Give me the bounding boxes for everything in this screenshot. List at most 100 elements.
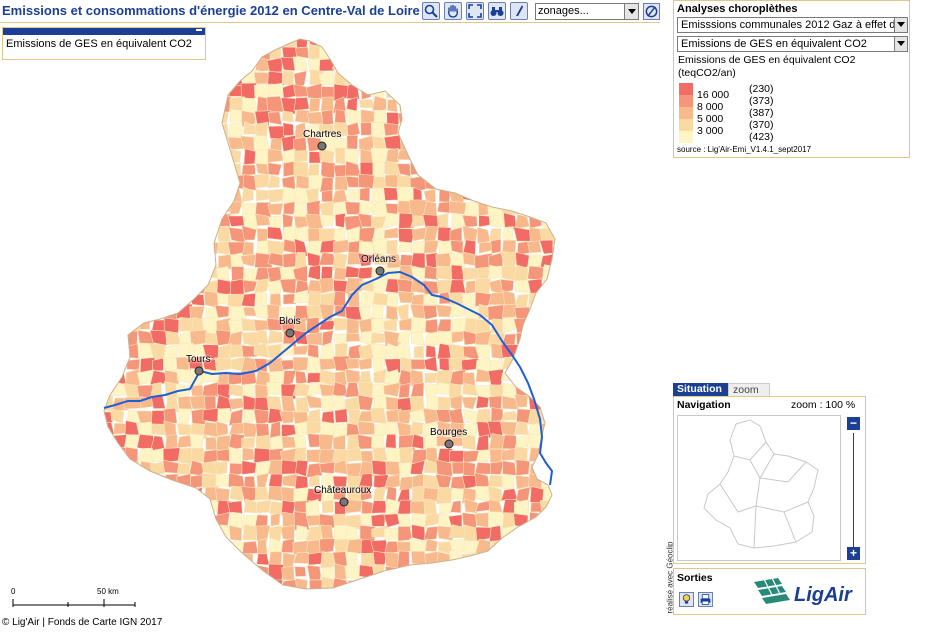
commune-cell[interactable] <box>228 422 246 436</box>
commune-cell[interactable] <box>332 434 346 452</box>
commune-cell[interactable] <box>269 293 282 308</box>
commune-cell[interactable] <box>242 447 255 461</box>
commune-cell[interactable] <box>425 344 437 359</box>
commune-cell[interactable] <box>332 475 348 488</box>
commune-cell[interactable] <box>462 267 481 281</box>
commune-cell[interactable] <box>309 97 321 113</box>
overview-map[interactable] <box>677 415 841 561</box>
commune-cell[interactable] <box>435 486 454 505</box>
commune-cell[interactable] <box>370 122 389 140</box>
commune-cell[interactable] <box>164 434 178 450</box>
commune-cell[interactable] <box>358 173 375 189</box>
commune-cell[interactable] <box>332 96 347 114</box>
commune-cell[interactable] <box>423 526 439 541</box>
commune-cell[interactable] <box>267 111 283 126</box>
commune-cell[interactable] <box>386 112 400 125</box>
commune-cell[interactable] <box>435 459 453 477</box>
commune-cell[interactable] <box>358 227 376 245</box>
commune-cell[interactable] <box>463 408 479 425</box>
commune-cell[interactable] <box>502 434 517 450</box>
commune-cell[interactable] <box>410 359 427 370</box>
commune-cell[interactable] <box>515 459 531 476</box>
commune-cell[interactable] <box>267 148 284 163</box>
commune-cell[interactable] <box>346 122 361 138</box>
commune-cell[interactable] <box>281 435 297 449</box>
commune-cell[interactable] <box>178 408 192 425</box>
commune-cell[interactable] <box>321 499 334 514</box>
commune-cell[interactable] <box>292 56 309 72</box>
commune-cell[interactable] <box>439 502 452 514</box>
commune-cell[interactable] <box>255 434 272 450</box>
commune-cell[interactable] <box>514 264 529 283</box>
commune-cell[interactable] <box>306 305 322 320</box>
commune-cell[interactable] <box>410 500 426 515</box>
commune-cell[interactable] <box>399 446 413 466</box>
commune-cell[interactable] <box>308 474 321 487</box>
commune-cell[interactable] <box>190 447 206 463</box>
commune-cell[interactable] <box>257 537 268 556</box>
commune-cell[interactable] <box>254 486 269 501</box>
commune-cell[interactable] <box>294 566 307 577</box>
commune-cell[interactable] <box>255 189 270 202</box>
commune-cell[interactable] <box>281 565 295 581</box>
commune-cell[interactable] <box>346 317 360 335</box>
commune-cell[interactable] <box>370 434 385 450</box>
commune-cell[interactable] <box>333 333 348 344</box>
commune-cell[interactable] <box>228 446 242 465</box>
commune-cell[interactable] <box>308 43 321 61</box>
commune-cell[interactable] <box>214 460 228 475</box>
commune-cell[interactable] <box>227 215 246 227</box>
commune-cell[interactable] <box>110 408 125 424</box>
commune-cell[interactable] <box>423 498 438 515</box>
commune-cell[interactable] <box>267 203 284 216</box>
commune-cell[interactable] <box>321 109 334 126</box>
commune-cell[interactable] <box>282 122 295 136</box>
commune-cell[interactable] <box>435 265 453 281</box>
commune-cell[interactable] <box>254 121 269 137</box>
commune-cell[interactable] <box>178 317 194 332</box>
commune-cell[interactable] <box>269 215 282 229</box>
commune-cell[interactable] <box>372 95 387 111</box>
commune-cell[interactable] <box>490 238 502 254</box>
commune-cell[interactable] <box>333 266 349 281</box>
commune-cell[interactable] <box>217 225 231 242</box>
commune-cell[interactable] <box>202 408 220 423</box>
commune-cell[interactable] <box>283 201 296 215</box>
commune-cell[interactable] <box>385 305 399 322</box>
commune-cell[interactable] <box>305 394 322 409</box>
commune-cell[interactable] <box>410 316 427 335</box>
commune-cell[interactable] <box>449 279 466 294</box>
commune-cell[interactable] <box>372 251 388 266</box>
commune-cell[interactable] <box>461 396 478 410</box>
commune-cell[interactable] <box>241 164 256 177</box>
commune-cell[interactable] <box>123 396 143 410</box>
commune-cell[interactable] <box>293 70 308 90</box>
commune-cell[interactable] <box>462 461 476 477</box>
commune-cell[interactable] <box>334 175 348 191</box>
commune-cell[interactable] <box>384 174 400 188</box>
commune-cell[interactable] <box>385 148 399 163</box>
minimize-icon[interactable] <box>196 29 202 31</box>
commune-cell[interactable] <box>462 214 478 228</box>
commune-cell[interactable] <box>464 201 481 217</box>
commune-cell[interactable] <box>411 524 426 542</box>
commune-cell[interactable] <box>292 356 309 372</box>
commune-cell[interactable] <box>256 228 269 243</box>
commune-cell[interactable] <box>449 450 466 464</box>
commune-cell[interactable] <box>281 459 298 475</box>
commune-cell[interactable] <box>513 499 530 517</box>
commune-cell[interactable] <box>281 110 294 123</box>
commune-cell[interactable] <box>357 266 373 280</box>
commune-cell[interactable] <box>361 513 374 526</box>
commune-cell[interactable] <box>281 538 295 554</box>
indicator-select[interactable]: Emisssions communales 2012 Gaz à effet d… <box>677 17 908 33</box>
commune-cell[interactable] <box>241 212 258 231</box>
commune-cell[interactable] <box>319 433 334 452</box>
commune-cell[interactable] <box>334 563 347 580</box>
commune-cell[interactable] <box>475 368 491 383</box>
commune-cell[interactable] <box>450 500 462 514</box>
zoom-in-button[interactable]: + <box>847 547 860 560</box>
commune-cell[interactable] <box>370 513 386 527</box>
commune-cell[interactable] <box>423 240 440 254</box>
commune-cell[interactable] <box>306 240 322 256</box>
